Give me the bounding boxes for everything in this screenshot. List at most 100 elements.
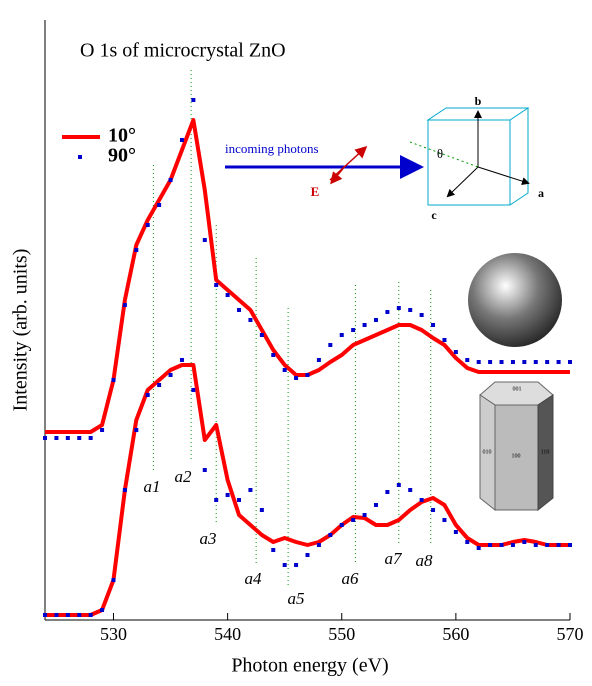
peak-label: a5 xyxy=(288,589,305,608)
spectrum-point xyxy=(123,488,127,492)
spectrum-point xyxy=(340,333,344,337)
x-tick-label: 530 xyxy=(100,624,127,644)
spectrum-point xyxy=(237,308,241,312)
spectrum-point xyxy=(157,203,161,207)
annotation: incoming photons xyxy=(225,141,319,156)
spectrum-point xyxy=(77,436,81,440)
y-axis-label: Intensity (arb. units) xyxy=(10,249,32,412)
spectrum-point xyxy=(420,313,424,317)
spectrum-point xyxy=(169,373,173,377)
spectrum-point xyxy=(522,540,526,544)
peak-label: a1 xyxy=(144,477,161,496)
spectrum-point xyxy=(203,238,207,242)
spectrum-point xyxy=(568,543,572,547)
spectrum-point xyxy=(500,360,504,364)
spectrum-point xyxy=(294,376,298,380)
spectrum-point xyxy=(522,360,526,364)
spectrum-point xyxy=(146,393,150,397)
e-arrow xyxy=(330,148,365,180)
spectrum-point xyxy=(226,293,230,297)
spectrum-point xyxy=(511,360,515,364)
chart-title: O 1s of microcrystal ZnO xyxy=(80,40,286,62)
annotation: 100 xyxy=(512,453,521,459)
spectrum-point xyxy=(397,306,401,310)
spectrum-point xyxy=(43,613,47,617)
spectrum-point xyxy=(203,468,207,472)
spectrum-point xyxy=(89,436,93,440)
spectrum-point xyxy=(271,353,275,357)
spectrum-point xyxy=(465,540,469,544)
spectrum-point xyxy=(283,368,287,372)
spectrum-point xyxy=(180,138,184,142)
spectrum-point xyxy=(374,503,378,507)
sphere xyxy=(468,253,562,347)
peak-label: a6 xyxy=(342,569,360,588)
spectrum-point xyxy=(66,613,70,617)
spectrum-point xyxy=(374,318,378,322)
spectrum-point xyxy=(89,613,93,617)
legend-swatch xyxy=(78,155,82,159)
spectrum-point xyxy=(260,333,264,337)
spectrum-point xyxy=(123,303,127,307)
spectrum-point xyxy=(385,490,389,494)
spectrum-point xyxy=(534,543,538,547)
spectrum-point xyxy=(488,360,492,364)
annotation: b xyxy=(475,94,482,108)
spectrum-point xyxy=(134,428,138,432)
annotation: 110 xyxy=(541,449,550,455)
spectrum-point xyxy=(363,323,367,327)
x-tick-label: 550 xyxy=(328,624,355,644)
spectrum-point xyxy=(363,513,367,517)
spectrum-point xyxy=(169,178,173,182)
spectrum-point xyxy=(511,543,515,547)
spectrum-point xyxy=(43,436,47,440)
spectrum-point xyxy=(66,436,70,440)
spectrum-point xyxy=(431,323,435,327)
x-tick-label: 570 xyxy=(557,624,584,644)
spectrum-point xyxy=(454,350,458,354)
spectrum-point xyxy=(408,488,412,492)
peak-label: a8 xyxy=(416,551,434,570)
spectrum-point xyxy=(385,310,389,314)
annotation: θ xyxy=(437,146,443,161)
spectrum-point xyxy=(477,360,481,364)
peak-label: a7 xyxy=(385,549,404,568)
chart: O 1s of microcrystal ZnO Photon energy (… xyxy=(0,0,592,686)
spectrum-point xyxy=(134,248,138,252)
spectrum-point xyxy=(214,283,218,287)
annotation: c xyxy=(431,208,437,222)
spectrum-point xyxy=(465,358,469,362)
axis-a xyxy=(478,167,528,183)
legend-label: 90° xyxy=(108,145,136,167)
peak-label: a2 xyxy=(175,467,193,486)
spectrum-point xyxy=(545,360,549,364)
spectrum-point xyxy=(77,613,81,617)
spectrum-point xyxy=(294,563,298,567)
spectrum-point xyxy=(54,613,58,617)
spectrum-point xyxy=(111,578,115,582)
spectrum-point xyxy=(214,498,218,502)
spectrum-point xyxy=(351,328,355,332)
spectrum-point xyxy=(328,533,332,537)
spectrum-point xyxy=(157,383,161,387)
spectrum-point xyxy=(100,608,104,612)
spectrum-point xyxy=(488,543,492,547)
spectrum-point xyxy=(420,498,424,502)
peak-label: a3 xyxy=(200,529,217,548)
spectrum-point xyxy=(306,553,310,557)
annotation: E xyxy=(311,184,320,199)
annotation: 010 xyxy=(483,449,492,455)
spectrum-point xyxy=(557,543,561,547)
spectrum-point xyxy=(431,508,435,512)
x-tick-label: 540 xyxy=(214,624,241,644)
spectrum-point xyxy=(191,98,195,102)
spectrum-point xyxy=(351,518,355,522)
spectrum-point xyxy=(545,543,549,547)
spectrum-point xyxy=(146,223,150,227)
spectrum-point xyxy=(454,530,458,534)
spectrum-point xyxy=(248,488,252,492)
spectrum-point xyxy=(568,360,572,364)
spectrum-point xyxy=(260,508,264,512)
axis-c xyxy=(448,167,478,196)
peak-label: a4 xyxy=(245,569,263,588)
